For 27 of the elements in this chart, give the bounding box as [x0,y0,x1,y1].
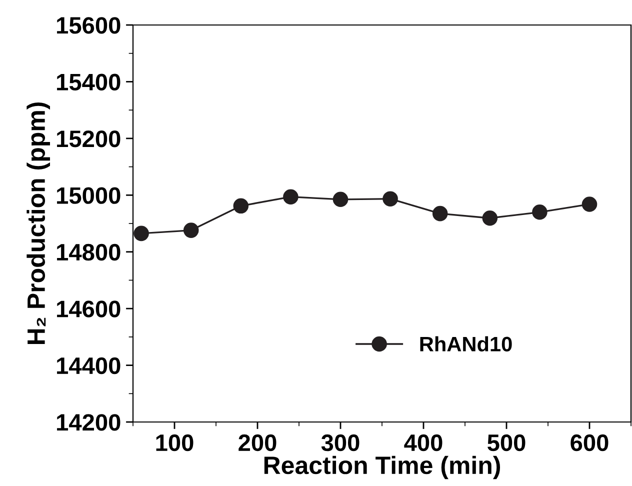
x-axis-title: Reaction Time (min) [264,456,500,480]
y-axis-title: H₂ Production (ppm) [26,102,50,344]
point [582,196,598,212]
y-tick-label: 14800 [57,244,120,261]
legend-label: RhANd10 [420,336,512,352]
y-tick-label: 15200 [57,130,120,148]
x-tick-label: 300 [321,434,360,452]
y-tick-label: 14600 [57,300,120,318]
x-tick-label: 200 [238,434,276,452]
point [233,198,249,214]
y-tick-label: 15000 [57,187,120,204]
point [532,204,548,220]
point [183,222,199,238]
point [432,206,448,222]
point [332,192,348,208]
x-tick-label: 500 [488,434,526,452]
point [482,210,498,226]
x-tick-label: 100 [156,434,194,452]
y-tick-label: 15600 [57,17,120,34]
point [382,191,398,206]
x-tick-label: 400 [404,434,442,452]
y-tick-label: 15400 [57,74,120,90]
x-tick-label: 600 [570,434,608,452]
y-tick-label: 14400 [57,357,120,374]
y-tick-label: 14200 [57,414,120,431]
point [283,189,298,204]
point [134,226,149,242]
